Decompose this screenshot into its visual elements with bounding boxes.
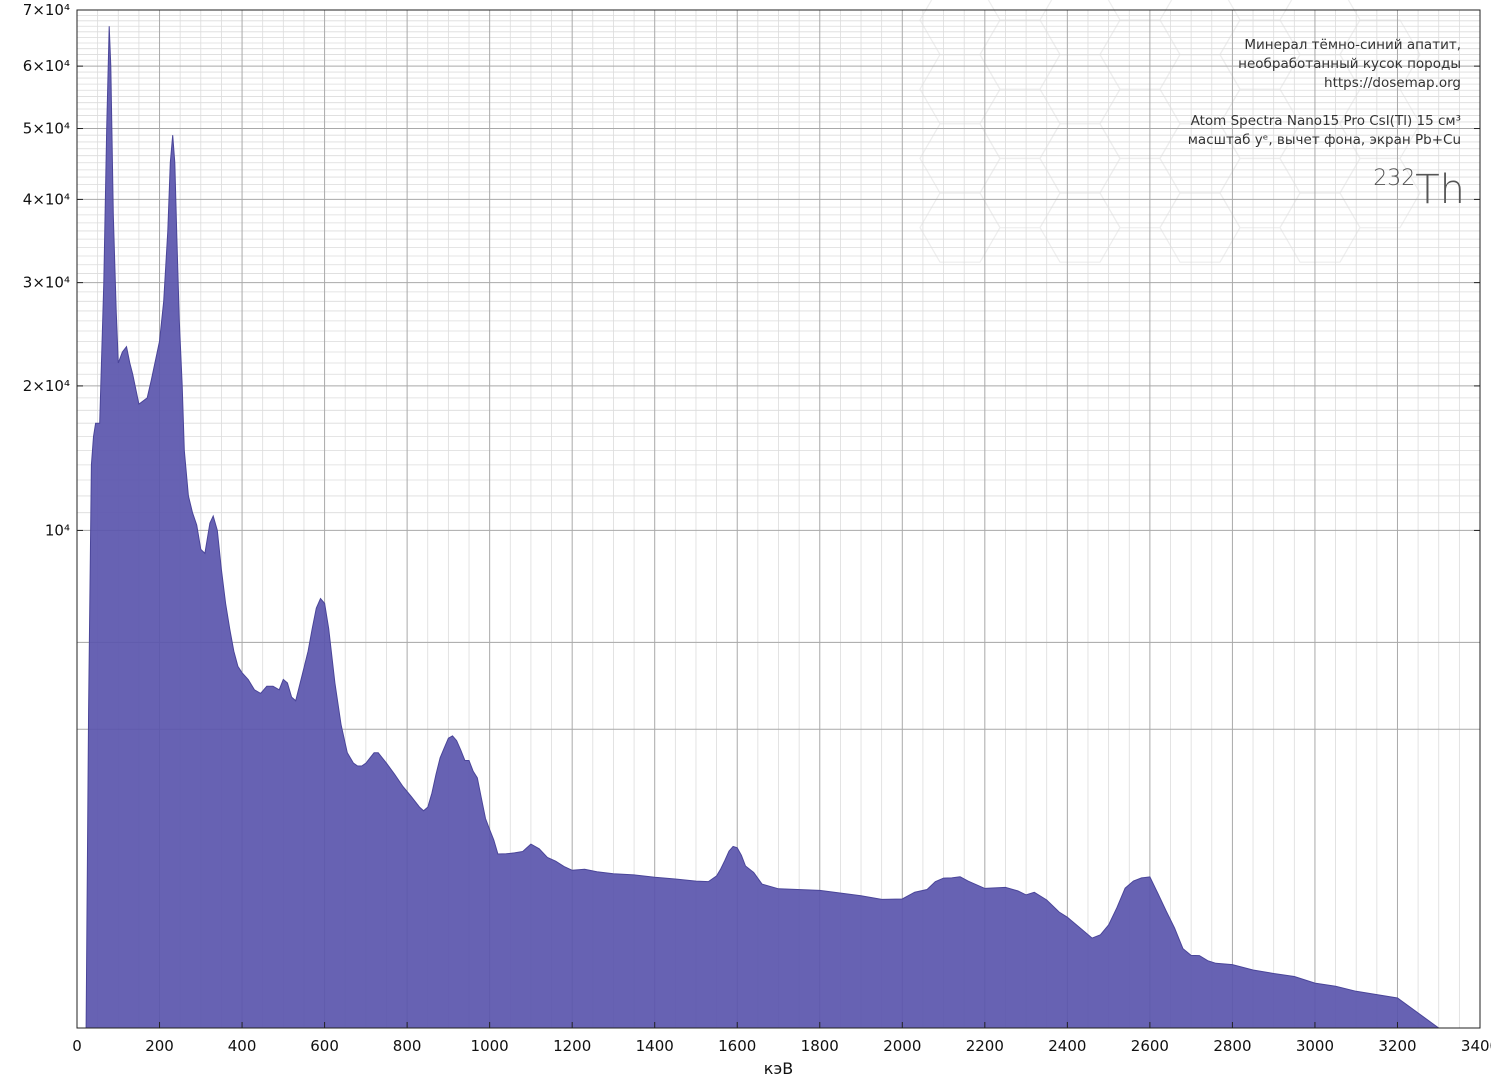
- x-tick-label: 200: [145, 1037, 174, 1055]
- x-tick-label: 3200: [1378, 1037, 1416, 1055]
- x-tick-label: 400: [228, 1037, 257, 1055]
- x-tick-label: 2800: [1213, 1037, 1251, 1055]
- x-tick-label: 3000: [1296, 1037, 1334, 1055]
- detector-block: Atom Spectra Nano15 Pro CsI(Tl) 15 см³ м…: [1188, 112, 1461, 150]
- y-tick-label: 7×10⁴: [23, 1, 70, 19]
- hexagon-shape: [919, 123, 1001, 194]
- x-tick-label: 800: [393, 1037, 422, 1055]
- x-tick-label: 2600: [1131, 1037, 1169, 1055]
- x-tick-label: 2000: [883, 1037, 921, 1055]
- y-tick-label: 3×10⁴: [23, 274, 70, 292]
- x-axis-ticks: 0 200 400 600 800 1000 1200 1400 1600 1800 2000 220…: [72, 1022, 1491, 1055]
- hexagon-shape: [979, 88, 1061, 160]
- y-tick-label: 2×10⁴: [23, 377, 70, 395]
- spectrum-series-area: [85, 26, 1460, 1029]
- hexagon-shape: [1159, 0, 1241, 56]
- x-tick-label: 1600: [718, 1037, 756, 1055]
- x-tick-label: 1400: [636, 1037, 674, 1055]
- plot-frame: [76, 9, 1481, 1029]
- spectrum-area: [85, 26, 1460, 1029]
- x-tick-label: 3400: [1461, 1037, 1491, 1055]
- annotation-line-1: Минерал тёмно-синий апатит,: [1244, 37, 1461, 53]
- hexagon-shape: [1039, 53, 1121, 125]
- y-tick-label: 4×10⁴: [23, 190, 70, 208]
- x-axis-label: кэВ: [764, 1059, 793, 1078]
- hexagon-shape: [979, 157, 1061, 229]
- x-tick-label: 1000: [471, 1037, 509, 1055]
- hexagon-shape: [1099, 157, 1181, 229]
- y-tick-label: 5×10⁴: [23, 120, 70, 138]
- hexagon-shape: [1039, 0, 1121, 56]
- hexagon-shape: [1279, 192, 1361, 263]
- x-tick-label: 1200: [553, 1037, 591, 1055]
- x-tick-label: 600: [310, 1037, 339, 1055]
- annotation-line-2: необработанный кусок породы: [1238, 56, 1461, 72]
- annotation-line-3: https://dosemap.org: [1324, 75, 1461, 91]
- isotope-label: 232Th: [1373, 166, 1465, 213]
- x-tick-label: 2200: [966, 1037, 1004, 1055]
- x-tick-label: 1800: [801, 1037, 839, 1055]
- y-axis-ticks: 10⁴ 2×10⁴ 3×10⁴ 4×10⁴ 5×10⁴ 6×10⁴ 7×10⁴: [23, 1, 1480, 539]
- hexagon-shape: [1039, 123, 1121, 194]
- y-tick-label: 10⁴: [45, 521, 70, 539]
- hexagon-shape: [919, 192, 1001, 263]
- hexagon-shape: [919, 53, 1001, 125]
- isotope-mass: 232: [1373, 166, 1416, 191]
- x-tick-label: 2400: [1048, 1037, 1086, 1055]
- hexagon-shape: [1099, 88, 1181, 160]
- isotope-symbol: Th: [1415, 167, 1465, 213]
- hexagon-shape: [919, 0, 1001, 56]
- annotation-block: Минерал тёмно-синий апатит, необработанн…: [1238, 36, 1461, 93]
- annotation-line-4: Atom Spectra Nano15 Pro CsI(Tl) 15 см³: [1190, 113, 1461, 129]
- x-tick-label: 0: [72, 1037, 82, 1055]
- hexagon-shape: [1039, 192, 1121, 263]
- annotation-line-5: масштаб yᵉ, вычет фона, экран Pb+Cu: [1187, 132, 1461, 148]
- y-tick-label: 6×10⁴: [23, 57, 70, 75]
- minor-grid: [77, 10, 1480, 1028]
- hexagon-shape: [1159, 192, 1241, 263]
